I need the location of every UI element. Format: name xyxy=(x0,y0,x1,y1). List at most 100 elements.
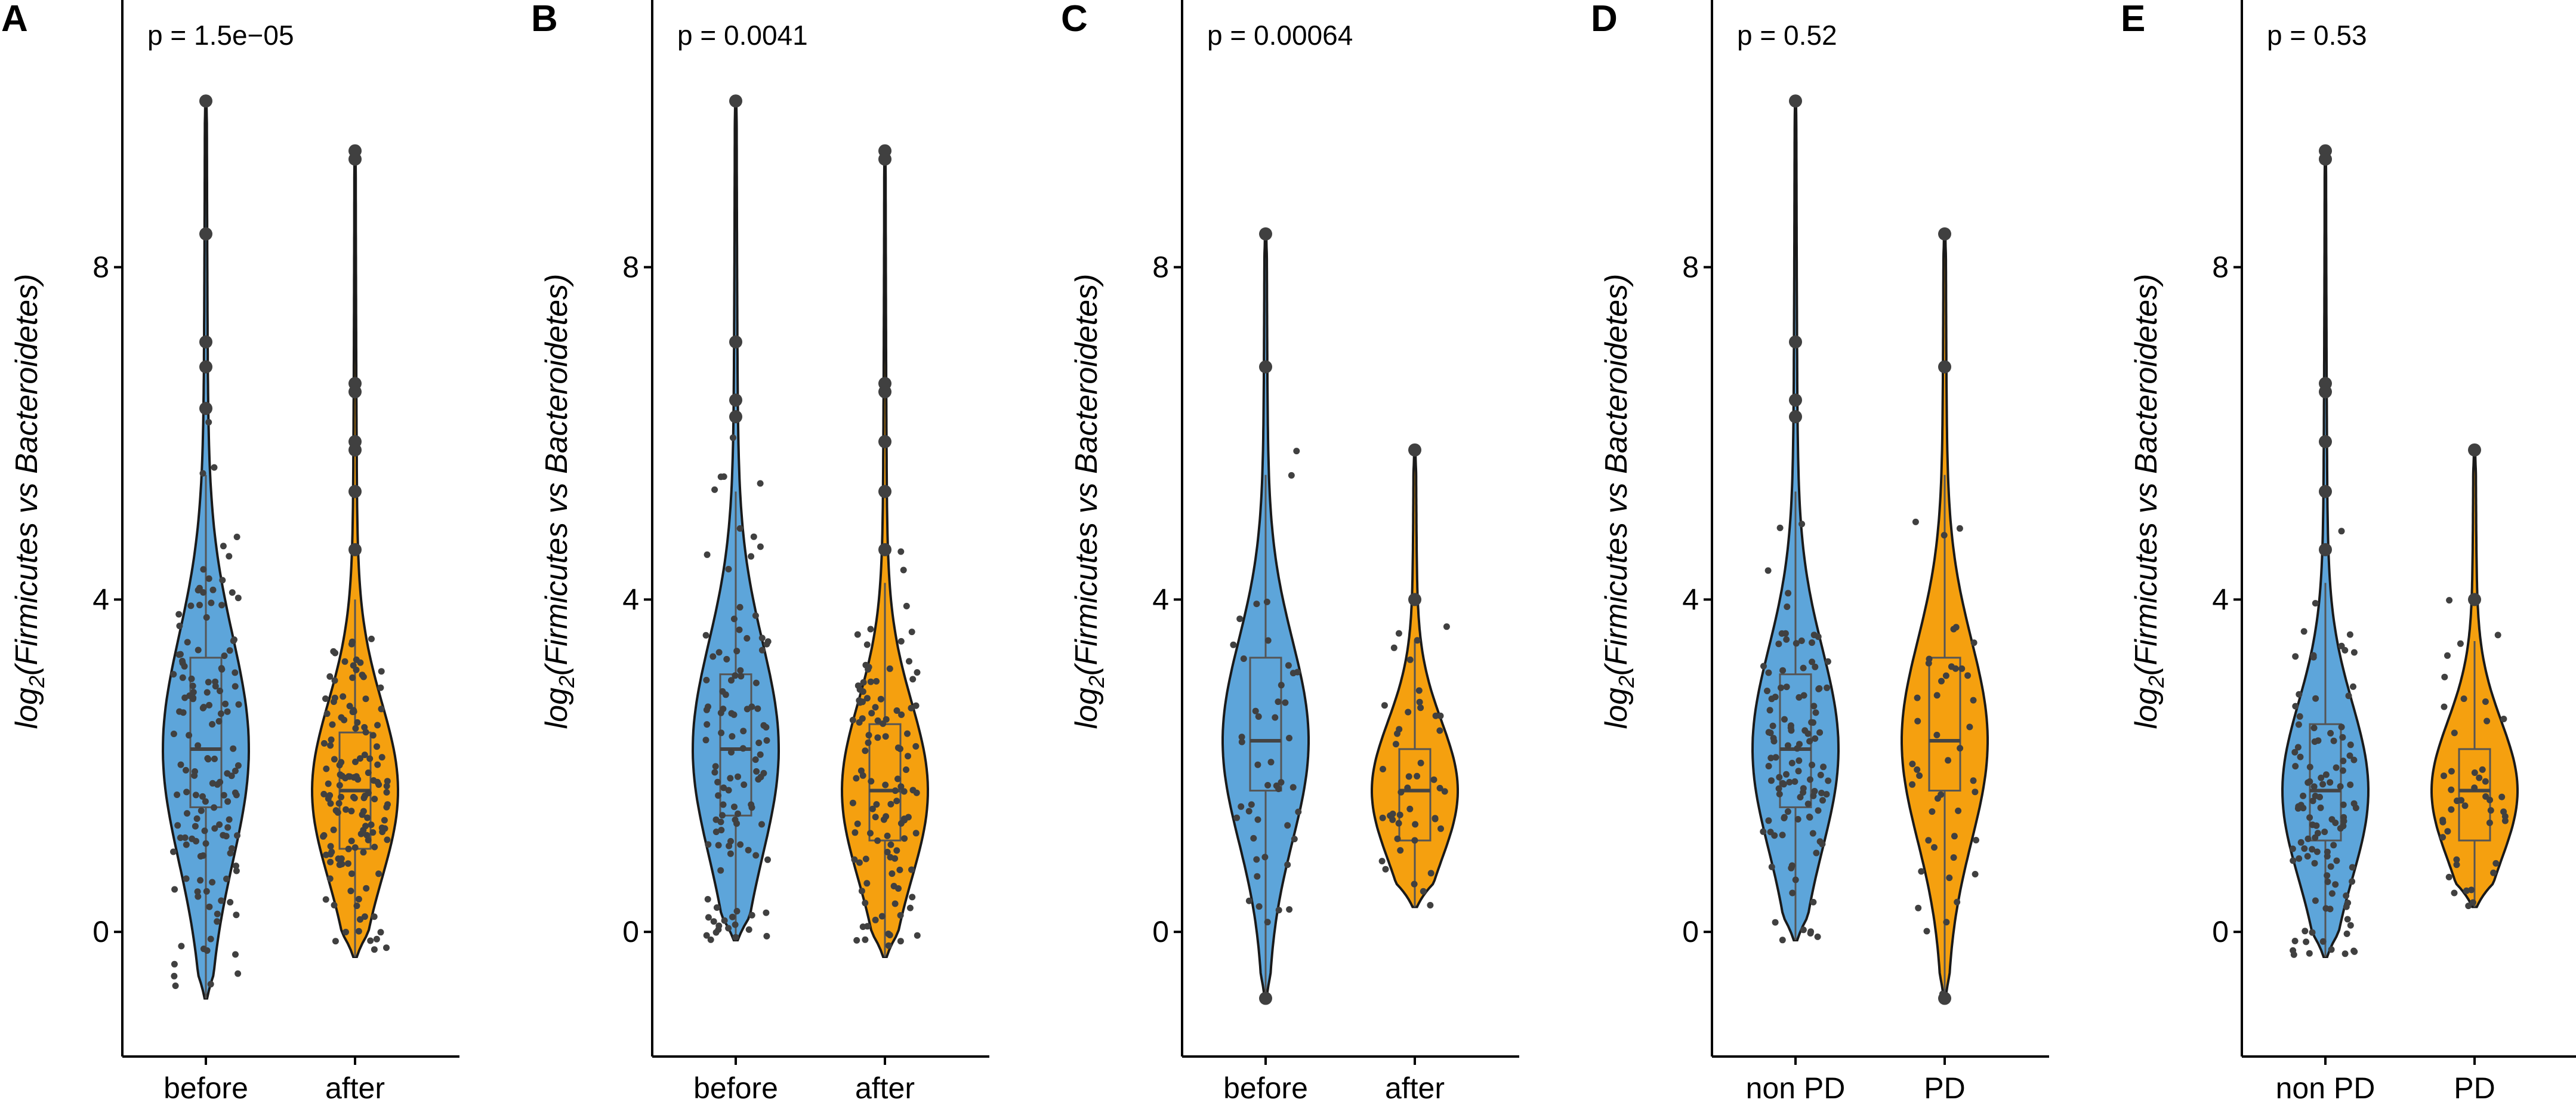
jitter-point xyxy=(753,768,760,775)
jitter-point xyxy=(2309,821,2316,829)
jitter-point xyxy=(725,925,732,932)
x-tick-label: before xyxy=(1223,1071,1308,1105)
jitter-point xyxy=(1812,735,1819,742)
jitter-point xyxy=(351,844,359,851)
jitter-point xyxy=(179,674,186,681)
jitter-point xyxy=(2445,873,2452,880)
outlier-point xyxy=(2319,435,2332,448)
jitter-point xyxy=(354,719,361,726)
jitter-point xyxy=(195,587,202,594)
jitter-point xyxy=(1824,684,1831,691)
jitter-point xyxy=(357,755,363,762)
jitter-point xyxy=(874,837,881,844)
jitter-point xyxy=(198,807,205,814)
jitter-point xyxy=(1807,776,1813,783)
y-tick-label: 0 xyxy=(1682,915,1699,948)
jitter-point xyxy=(184,810,190,817)
jitter-point xyxy=(2306,950,2313,957)
jitter-point xyxy=(2294,805,2302,812)
jitter-point xyxy=(754,705,761,712)
jitter-point xyxy=(226,553,233,560)
jitter-point xyxy=(348,638,356,645)
jitter-point xyxy=(2469,899,2476,906)
jitter-point xyxy=(1776,790,1783,797)
jitter-point xyxy=(906,904,914,911)
jitter-point xyxy=(897,637,905,645)
jitter-point xyxy=(893,847,900,854)
jitter-point xyxy=(1441,788,1448,795)
outlier-point xyxy=(199,360,212,374)
jitter-point xyxy=(371,946,378,953)
jitter-point xyxy=(1929,808,1936,815)
jitter-point xyxy=(1916,772,1923,779)
jitter-point xyxy=(1784,603,1791,610)
jitter-point xyxy=(863,695,871,702)
jitter-point xyxy=(731,803,738,811)
outlier-point xyxy=(729,393,742,407)
group-pd: PD xyxy=(2430,443,2519,1105)
jitter-point xyxy=(1800,692,1807,699)
jitter-point xyxy=(1939,990,1946,997)
jitter-point xyxy=(361,913,368,920)
jitter-point xyxy=(1972,789,1979,796)
jitter-point xyxy=(230,745,237,752)
jitter-point xyxy=(203,888,210,895)
jitter-point xyxy=(371,843,378,851)
x-tick-label: after xyxy=(1385,1071,1445,1105)
jitter-point xyxy=(177,761,184,768)
jitter-point xyxy=(1412,821,1419,828)
jitter-point xyxy=(2300,792,2307,799)
jitter-point xyxy=(2444,828,2451,835)
jitter-point xyxy=(880,720,887,727)
jitter-point xyxy=(2340,801,2347,808)
jitter-point xyxy=(1779,937,1786,944)
jitter-point xyxy=(1789,889,1796,897)
group-before: before xyxy=(161,94,251,1105)
jitter-point xyxy=(1392,741,1399,748)
jitter-point xyxy=(2315,737,2322,744)
jitter-point xyxy=(374,743,380,750)
jitter-point xyxy=(2340,757,2347,765)
jitter-point xyxy=(2338,528,2345,535)
jitter-point xyxy=(1248,801,1255,808)
jitter-point xyxy=(1820,763,1827,771)
jitter-point xyxy=(208,599,215,606)
jitter-point xyxy=(352,758,359,765)
jitter-point xyxy=(1941,532,1948,539)
jitter-point xyxy=(218,897,225,904)
jitter-point xyxy=(1264,919,1271,926)
jitter-point xyxy=(702,737,709,744)
jitter-point xyxy=(221,652,228,660)
jitter-point xyxy=(1245,897,1252,904)
jitter-point xyxy=(904,730,911,737)
jitter-point xyxy=(1914,766,1921,773)
jitter-point xyxy=(886,665,893,672)
jitter-point xyxy=(867,678,874,685)
jitter-point xyxy=(862,936,869,943)
jitter-point xyxy=(349,709,356,716)
jitter-point xyxy=(209,879,216,886)
jitter-point xyxy=(873,677,880,685)
jitter-point xyxy=(1765,669,1772,676)
jitter-point xyxy=(197,877,204,884)
jitter-point xyxy=(897,783,905,790)
jitter-point xyxy=(2339,734,2346,741)
jitter-point xyxy=(1427,902,1434,908)
x-tick-label: PD xyxy=(1924,1071,1965,1105)
jitter-point xyxy=(2306,763,2313,771)
outlier-point xyxy=(348,152,362,166)
jitter-point xyxy=(752,852,760,859)
jitter-point xyxy=(882,733,889,740)
jitter-point xyxy=(1824,658,1831,665)
jitter-point xyxy=(897,912,904,919)
jitter-point xyxy=(1245,808,1252,815)
jitter-point xyxy=(1776,774,1783,781)
jitter-point xyxy=(891,900,899,907)
jitter-point xyxy=(853,937,860,944)
jitter-point xyxy=(1404,784,1411,791)
jitter-point xyxy=(1267,759,1275,766)
y-axis-label: log2(Firmicutes vs Bacteroidetes) xyxy=(1069,274,1109,729)
jitter-point xyxy=(1437,825,1444,832)
jitter-point xyxy=(214,918,221,925)
jitter-point xyxy=(856,859,863,866)
